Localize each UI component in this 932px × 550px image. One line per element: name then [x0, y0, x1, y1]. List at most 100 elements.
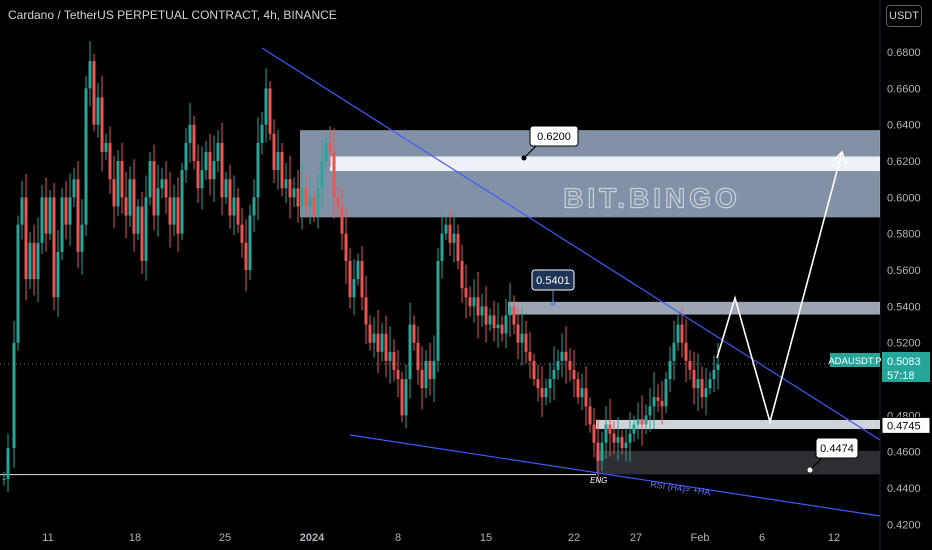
candle-body — [540, 388, 544, 398]
candle-body — [572, 369, 576, 380]
candle-body — [132, 179, 136, 234]
x-tick-label: Feb — [691, 532, 710, 544]
support-level-band — [596, 419, 880, 430]
candle-body — [368, 324, 372, 343]
candle-body — [516, 324, 520, 343]
candle-body — [388, 351, 392, 361]
candle-body — [552, 369, 556, 380]
candle-body — [680, 324, 684, 343]
x-tick-label: 22 — [568, 532, 580, 544]
candle-body — [348, 260, 352, 298]
candle-body — [400, 379, 404, 416]
candle-body — [532, 360, 536, 380]
candle-body — [204, 151, 208, 171]
candle-body — [56, 251, 60, 298]
candle-body — [248, 215, 252, 271]
candle-body — [448, 224, 452, 243]
upper-trendline[interactable] — [261, 47, 881, 441]
level-callout-label: 0.5401 — [536, 275, 570, 287]
candle-body — [80, 224, 84, 252]
candle-body — [704, 388, 708, 398]
candle-body — [172, 197, 176, 225]
candle-body — [140, 206, 144, 261]
projected-path — [716, 151, 843, 426]
level-callout-dot — [807, 467, 813, 473]
candle-body — [148, 161, 152, 198]
x-tick-label: 8 — [395, 532, 401, 544]
target-level-band — [330, 156, 880, 172]
candle-body — [208, 151, 212, 180]
candle-body — [524, 333, 528, 352]
candle-body — [36, 242, 40, 280]
y-tick-label: 0.6800 — [887, 47, 921, 59]
candle-body — [196, 161, 200, 189]
candle-body — [136, 206, 140, 234]
y-tick-label: 0.5600 — [887, 265, 921, 277]
candle-body — [256, 142, 260, 198]
candle-body — [280, 151, 284, 189]
candle-body — [384, 333, 388, 361]
candle-body — [324, 142, 328, 162]
candle-body — [396, 369, 400, 380]
candle-countdown: 57:18 — [887, 370, 915, 382]
candle-body — [124, 197, 128, 216]
candle-body — [528, 351, 532, 361]
currency-button[interactable]: USDT — [886, 5, 922, 27]
y-tick-label: 0.6000 — [887, 192, 921, 204]
candle-body — [128, 179, 132, 216]
y-tick-label: 0.5800 — [887, 229, 921, 241]
candle-body — [188, 124, 192, 143]
candle-body — [316, 188, 320, 216]
candle-body — [648, 406, 652, 416]
candle-body — [576, 379, 580, 398]
candle-body — [92, 61, 96, 125]
level-callout-box[interactable] — [815, 437, 859, 459]
y-tick-label: 0.4400 — [887, 483, 921, 495]
candle-body — [536, 379, 540, 389]
candle-body — [520, 333, 524, 343]
candle-body — [212, 161, 216, 180]
level-callout-dot — [550, 301, 556, 307]
candle-body — [664, 379, 668, 407]
candle-body — [428, 360, 432, 380]
candle-body — [96, 97, 100, 125]
candle-body — [328, 142, 332, 152]
candle-body — [352, 279, 356, 298]
candle-body — [6, 448, 10, 479]
candle-body — [484, 306, 488, 325]
x-tick-label: 6 — [759, 532, 765, 544]
candle-body — [672, 342, 676, 361]
candle-body — [708, 379, 712, 389]
candle-body — [64, 197, 68, 225]
candle-body — [556, 360, 560, 370]
candle-body — [632, 424, 636, 434]
level-callout-box[interactable] — [529, 125, 579, 147]
candle-body — [104, 142, 108, 152]
candle-body — [12, 342, 16, 449]
candle-body — [460, 260, 464, 289]
candle-body — [260, 124, 264, 143]
candle-body — [480, 306, 484, 316]
x-tick-label: 25 — [219, 532, 231, 544]
x-tick-label: 2024 — [300, 532, 325, 544]
candle-body — [300, 188, 304, 207]
candle-body — [700, 379, 704, 398]
candle-body — [652, 397, 656, 407]
candle-body — [492, 315, 496, 329]
x-tick-label: 15 — [480, 532, 492, 544]
candle-body — [452, 233, 456, 243]
y-tick-label: 0.5400 — [887, 301, 921, 313]
level-callout-pointer — [809, 457, 823, 471]
candle-body — [364, 297, 368, 325]
projected-path-arrowhead — [832, 150, 847, 165]
watermark-text: BIT.BINGO — [563, 182, 741, 213]
candle-body — [392, 351, 396, 370]
candle-body — [688, 360, 692, 370]
candle-body — [608, 424, 612, 434]
candle-body — [40, 197, 44, 243]
candle-body — [468, 297, 472, 307]
candle-body — [624, 442, 628, 449]
candle-body — [500, 324, 504, 334]
lower-trendline[interactable] — [349, 434, 881, 517]
